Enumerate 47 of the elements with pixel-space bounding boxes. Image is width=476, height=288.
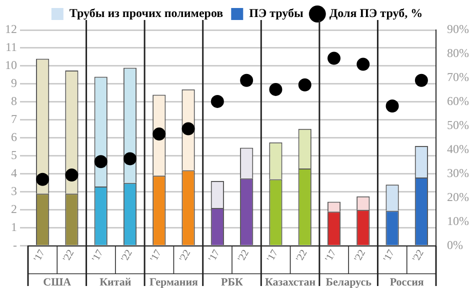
x-tick-label: '17 xyxy=(90,248,106,264)
y-tick-label: 8 xyxy=(11,94,17,108)
x-tick-label: '17 xyxy=(265,248,281,264)
text: Германия xyxy=(149,276,198,288)
y-tick-label: 5 xyxy=(11,148,17,162)
y2-tick-label: 60% xyxy=(447,94,470,108)
y-tick-label: 2 xyxy=(11,202,17,216)
y2-tick-label: 40% xyxy=(447,142,470,156)
y-tick-label: 1 xyxy=(11,220,17,234)
legend-label: Трубы из прочих полимеров xyxy=(69,6,224,20)
x-tick-label: '22 xyxy=(294,248,310,264)
text: США xyxy=(43,276,72,288)
legend-label: ПЭ трубы xyxy=(249,6,304,20)
x-tick-label: '17 xyxy=(148,248,164,264)
y-tick-label: 6 xyxy=(11,130,17,144)
y-tick-label: - xyxy=(13,238,17,252)
x-tick-label: '22 xyxy=(236,248,252,264)
x-tick-label: '17 xyxy=(32,248,48,264)
x-tick-label: '17 xyxy=(323,248,339,264)
text: РБК xyxy=(221,276,244,288)
y2-tick-label: 30% xyxy=(447,166,470,180)
y-tick-label: 7 xyxy=(11,112,17,126)
x-tick-label: '22 xyxy=(61,248,77,264)
text: Китай xyxy=(100,276,132,288)
x-tick-label: '17 xyxy=(382,248,398,264)
y-tick-label: 9 xyxy=(11,76,17,90)
y2-tick-label: 20% xyxy=(447,190,470,204)
x-tick-label: '22 xyxy=(352,248,368,264)
y2-tick-label: 0% xyxy=(447,238,464,252)
y2-tick-label: 90% xyxy=(447,22,470,36)
text: Казахстан xyxy=(264,276,316,288)
x-tick-label: '22 xyxy=(119,248,135,264)
legend-label: Доля ПЭ труб, % xyxy=(329,6,423,20)
x-tick-label: '17 xyxy=(206,248,222,264)
y2-tick-label: 80% xyxy=(447,46,470,60)
y2-tick-label: 10% xyxy=(447,214,470,228)
text: Россия xyxy=(390,276,424,288)
y-tick-label: 10 xyxy=(5,58,17,72)
y-tick-label: 11 xyxy=(5,40,17,54)
x-tick-label: '22 xyxy=(178,248,194,264)
x-tick-label: '22 xyxy=(410,248,426,264)
y-tick-label: 4 xyxy=(11,166,17,180)
y2-tick-label: 50% xyxy=(447,118,470,132)
y-tick-label: 3 xyxy=(11,184,17,198)
y2-tick-label: 70% xyxy=(447,70,470,84)
text: Беларусь xyxy=(326,276,372,288)
y-tick-label: 12 xyxy=(5,22,17,36)
